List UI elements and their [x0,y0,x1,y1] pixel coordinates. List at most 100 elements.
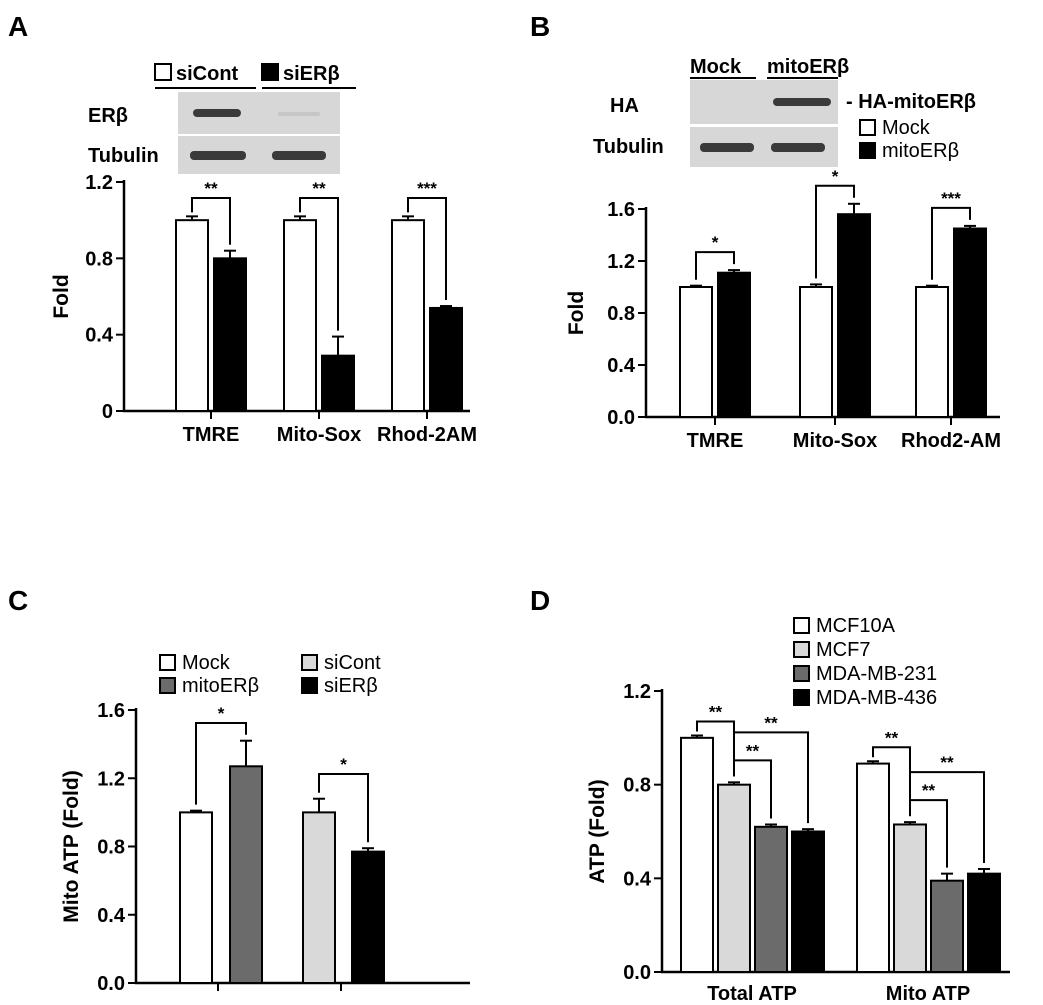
blot-row-label: Tubulin [88,145,159,167]
blot-band [190,151,246,160]
bar-c-1 [229,765,263,985]
blot-band-label: - HA-mitoERβ [846,91,976,113]
y-tick-label: 1.2 [85,172,113,194]
bar-a-siERb [429,306,463,413]
x-tick-label: Mito-Sox [277,424,361,446]
blot-band [272,151,326,160]
blot-lane-label: siCont [176,63,239,85]
bar-b-mitoERb [837,213,871,418]
blot-band [700,143,754,152]
sig-bracket-d-stars: ** [764,713,778,732]
x-tick-label: Rhod-2AM [377,424,477,446]
y-tick-label: 0.4 [607,355,636,377]
legend-c-mitoERb-swatch [159,677,176,694]
bar-a-siERb [213,257,247,413]
blot-band [278,112,320,116]
legend-d-1-swatch [793,641,810,658]
y-axis-label: Fold [565,291,588,335]
x-tick-label: Total ATP [707,983,797,1005]
bar-a-siERb [321,354,355,412]
y-tick-label: 1.2 [623,681,651,703]
y-tick-label: 1.6 [97,700,125,722]
bar-a-siCont [283,219,317,412]
sig-bracket-b-stars: *** [941,189,961,208]
bar-b-mock [679,286,713,418]
bar-d-1 [893,823,927,973]
sig-bracket-a-stars: ** [312,179,326,198]
sig-bracket-b-stars: * [832,167,839,186]
y-axis-label: ATP (Fold) [586,779,609,883]
legend-d-0-label: MCF10A [816,615,896,637]
y-tick-label: 0.8 [97,837,125,859]
bar-c-2 [302,811,336,984]
sig-bracket-c-stars: * [218,704,225,723]
blot-row-label: Tubulin [593,136,664,158]
blot-lane-label: Mock [690,56,742,78]
x-tick-label: TMRE [183,424,240,446]
blot-band [193,109,241,117]
bar-d-1 [717,783,751,974]
y-tick-label: 0.4 [623,868,652,890]
x-tick-label: Mito ATP [886,983,970,1005]
x-tick-label: Rhod2-AM [901,430,1001,452]
y-tick-label: 0.8 [85,248,113,270]
legend-d-0-swatch [793,617,810,634]
sig-bracket-d [909,771,985,863]
sig-bracket-d-stars: ** [940,753,954,772]
legend-b-mock-label: Mock [882,117,931,139]
legend-d-2-swatch [793,665,810,682]
panel-letter-b: B [530,11,550,42]
bar-b-mock [799,286,833,418]
x-tick-label: TMRE [687,430,744,452]
y-tick-label: 0.0 [97,973,125,995]
y-tick-label: 0.8 [623,775,651,797]
sig-bracket-b-stars: * [712,233,719,252]
sig-bracket-c [318,773,369,843]
bar-c-0 [179,811,213,984]
legend-c-sicont-label: siCont [324,652,381,674]
blot-a-lane1-swatch [154,63,172,81]
sig-bracket-a-stars: *** [417,179,437,198]
sig-bracket-d-stars: ** [885,728,899,747]
y-tick-label: 0.4 [97,905,126,927]
bar-c-3 [351,850,385,985]
panel-letter-d: D [530,585,550,616]
bar-d-2 [754,825,788,973]
y-tick-label: 0.0 [623,962,651,984]
y-tick-label: 0.4 [85,325,114,347]
legend-c-mock-swatch [159,654,176,671]
bar-d-2 [930,879,964,973]
panel-letter-c: C [8,585,28,616]
y-axis-label: Mito ATP (Fold) [60,770,83,922]
y-tick-label: 1.6 [607,199,635,221]
sig-bracket-d-stars: ** [709,702,723,721]
sig-bracket-a [407,197,447,301]
y-tick-label: 0 [102,401,113,423]
sig-bracket-c-stars: * [340,755,347,774]
blot-band [771,143,825,152]
sig-bracket-b [931,206,971,280]
legend-b-mock-swatch [859,119,876,136]
sig-bracket-d [909,799,948,868]
legend-d-3-label: MDA-MB-436 [816,687,937,709]
blot-row-label: ERβ [88,105,128,127]
legend-d-1-label: MCF7 [816,639,870,661]
sig-bracket-d-stars: ** [922,781,936,800]
legend-c-mitoERb-label: mitoERβ [182,675,259,697]
sig-bracket-a [191,197,231,245]
y-axis-label: Fold [50,274,73,318]
legend-b-mitoERb-swatch [859,142,876,159]
bar-b-mitoERb [953,227,987,418]
bar-d-0 [856,762,890,974]
blot-band [773,98,831,106]
bar-b-mock [915,286,949,418]
legend-c-sicont-swatch [301,654,318,671]
bar-d-3 [967,872,1001,974]
blot-lane-label: siERβ [283,63,340,85]
bar-d-0 [680,736,714,973]
bar-b-mitoERb [717,271,751,419]
sig-bracket-d-stars: ** [746,741,760,760]
y-tick-label: 1.2 [607,251,635,273]
x-tick-label: Mito-Sox [793,430,877,452]
